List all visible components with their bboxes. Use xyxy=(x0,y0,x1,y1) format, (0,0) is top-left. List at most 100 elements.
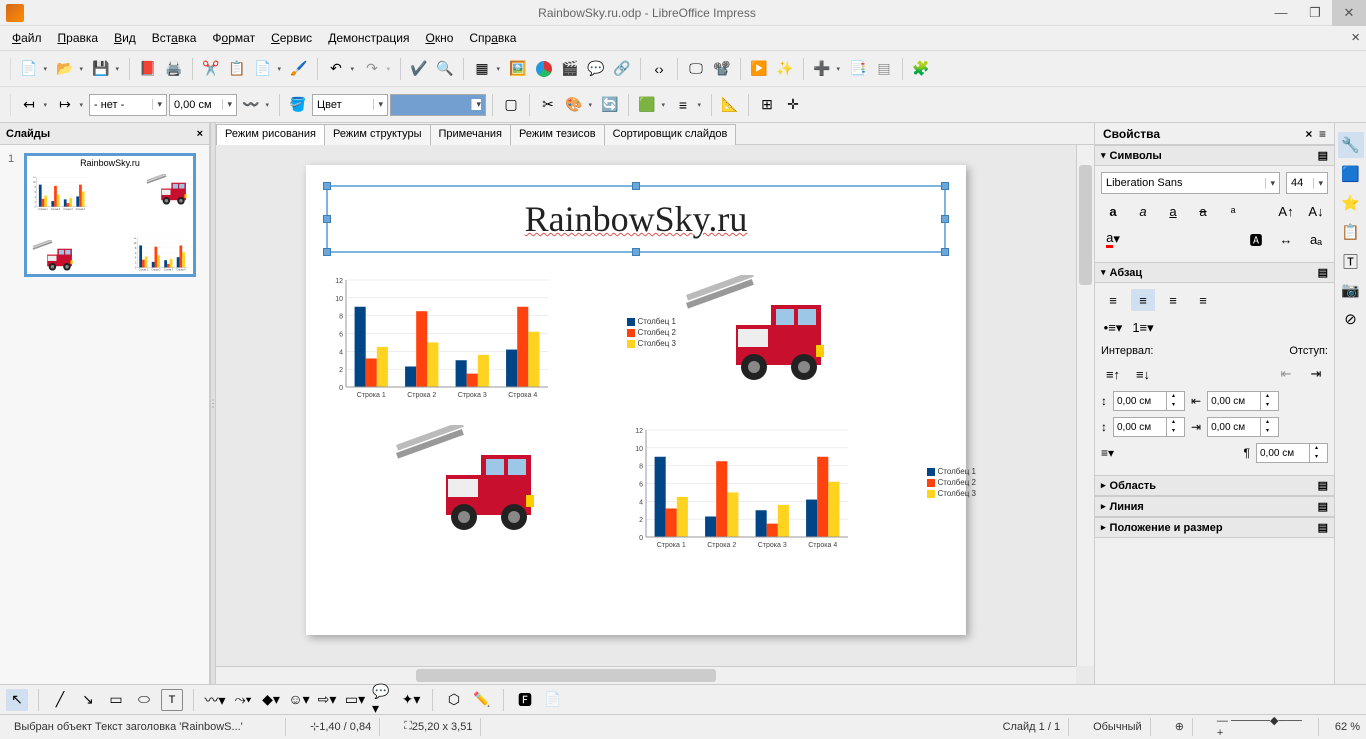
slideshow-button[interactable]: 📽️ xyxy=(710,57,734,81)
maximize-button[interactable]: ❐ xyxy=(1298,0,1332,26)
tab-notes[interactable]: Примечания xyxy=(430,124,512,145)
numbering-button[interactable]: 1≡▾ xyxy=(1131,317,1155,339)
copy-button[interactable]: 📋 xyxy=(225,57,249,81)
image-object[interactable] xyxy=(386,425,546,535)
image-button[interactable]: 🖼️ xyxy=(506,57,530,81)
menu-file[interactable]: Файл xyxy=(4,28,50,48)
zoom-fit-button[interactable]: ⊕ xyxy=(1167,718,1193,736)
media-button[interactable]: 🎬 xyxy=(558,57,582,81)
basic-shapes-tool[interactable]: ◆▾ xyxy=(260,689,282,711)
section-line[interactable]: ▸Линия▤ xyxy=(1095,496,1334,517)
glue-tool[interactable]: ✏️ xyxy=(471,689,493,711)
grow-font-button[interactable]: A↑ xyxy=(1274,200,1298,222)
section-area[interactable]: ▸Область▤ xyxy=(1095,475,1334,496)
text-tool[interactable]: T xyxy=(161,689,183,711)
slides-panel-close[interactable]: × xyxy=(197,128,203,140)
section-pos-size[interactable]: ▸Положение и размер▤ xyxy=(1095,517,1334,538)
undo-button[interactable]: ↶▾ xyxy=(324,57,348,81)
arrow-tool[interactable]: ↘ xyxy=(77,689,99,711)
fill-bucket-button[interactable]: 🪣 xyxy=(286,93,310,117)
fill-color-select[interactable]: ▾ xyxy=(390,94,486,116)
title-placeholder[interactable]: RainbowSky.ru xyxy=(326,185,946,253)
align-left-button[interactable]: ≡ xyxy=(1101,289,1125,311)
tab-handout[interactable]: Режим тезисов xyxy=(510,124,605,145)
comment-button[interactable]: 💬 xyxy=(584,57,608,81)
shrink-font-button[interactable]: A↓ xyxy=(1304,200,1328,222)
chart-button[interactable] xyxy=(532,57,556,81)
menu-help[interactable]: Справка xyxy=(461,28,524,48)
indent-left-input[interactable]: ▴▾ xyxy=(1207,391,1279,411)
sidebar-gallery-icon[interactable]: ⭐ xyxy=(1338,190,1364,216)
space-below-input[interactable]: ▴▾ xyxy=(1113,417,1185,437)
tab-sorter[interactable]: Сортировщик слайдов xyxy=(604,124,737,145)
arrange-button[interactable]: 🟩▾ xyxy=(635,93,659,117)
crop-button[interactable]: ✂ xyxy=(536,93,560,117)
menu-tools[interactable]: Сервис xyxy=(263,28,320,48)
shadow-button[interactable]: ▢ xyxy=(499,93,523,117)
new-slide-button[interactable]: ➕▾ xyxy=(810,57,834,81)
menu-slideshow[interactable]: Демонстрация xyxy=(320,28,417,48)
line-color-button[interactable]: 〰️▾ xyxy=(239,93,263,117)
dec-indent-button[interactable]: ⇤ xyxy=(1274,363,1298,385)
arrow-shapes-tool[interactable]: ⇨▾ xyxy=(316,689,338,711)
sidebar-styles-icon[interactable]: ⊘ xyxy=(1338,306,1364,332)
ellipse-tool[interactable]: ⬭ xyxy=(133,689,155,711)
zoom-value[interactable]: 62 % xyxy=(1335,721,1360,733)
arrow-end-button[interactable]: ↦▾ xyxy=(53,93,77,117)
font-name-select[interactable]: Liberation Sans▾ xyxy=(1101,172,1280,194)
fontwork-tool[interactable]: 🅵 xyxy=(514,689,536,711)
dup-slide-button[interactable]: 📑 xyxy=(846,57,870,81)
animation-button[interactable]: ✨ xyxy=(773,57,797,81)
line-tool[interactable]: ╱ xyxy=(49,689,71,711)
highlight-button[interactable]: 🅰 xyxy=(1244,228,1268,250)
italic-button[interactable]: a xyxy=(1131,200,1155,222)
font-size-select[interactable]: 44▾ xyxy=(1286,172,1328,194)
grid-button[interactable]: ⊞ xyxy=(755,93,779,117)
super-sub-button[interactable]: aₐ xyxy=(1304,228,1328,250)
sidebar-transition-icon[interactable]: 📷 xyxy=(1338,277,1364,303)
shadow-text-button[interactable]: ᵃ xyxy=(1221,200,1245,222)
inc-spacing-button[interactable]: ≡↑ xyxy=(1101,363,1125,385)
menu-window[interactable]: Окно xyxy=(417,28,461,48)
space-above-input[interactable]: ▴▾ xyxy=(1113,391,1185,411)
inc-indent-button[interactable]: ⇥ xyxy=(1304,363,1328,385)
align-justify-button[interactable]: ≡ xyxy=(1191,289,1215,311)
close-button[interactable]: ✕ xyxy=(1332,0,1366,26)
current-slide-button[interactable]: 🖵 xyxy=(684,57,708,81)
vertical-scrollbar[interactable] xyxy=(1076,145,1094,666)
fill-type-select[interactable]: Цвет▾ xyxy=(312,94,388,116)
section-paragraph[interactable]: ▾Абзац▤ xyxy=(1095,262,1334,283)
flowchart-tool[interactable]: ▭▾ xyxy=(344,689,366,711)
indent-right-input[interactable]: ▴▾ xyxy=(1207,417,1279,437)
line-style-select[interactable]: - нет -▾ xyxy=(89,94,167,116)
pdf-button[interactable]: 📕 xyxy=(136,57,160,81)
select-tool[interactable]: ↖ xyxy=(6,689,28,711)
bullets-button[interactable]: •≡▾ xyxy=(1101,317,1125,339)
align-button[interactable]: ≡▾ xyxy=(671,93,695,117)
align-right-button[interactable]: ≡ xyxy=(1161,289,1185,311)
star-tool[interactable]: ✦▾ xyxy=(400,689,422,711)
callout-tool[interactable]: 💬▾ xyxy=(372,689,394,711)
curve-tool[interactable]: 〰▾ xyxy=(204,689,226,711)
horizontal-scrollbar[interactable] xyxy=(216,666,1076,684)
special-char-button[interactable]: ‹› xyxy=(647,57,671,81)
font-color-button[interactable]: a▾ xyxy=(1101,228,1125,250)
extension-button[interactable]: 🧩 xyxy=(909,57,933,81)
connector-tool[interactable]: ⤳▾ xyxy=(232,689,254,711)
rect-tool[interactable]: ▭ xyxy=(105,689,127,711)
slide-thumbnail[interactable]: RainbowSky.ru 024681012Строка 1Строка 2С… xyxy=(24,153,196,277)
distribute-button[interactable]: 📐 xyxy=(718,93,742,117)
slide-canvas[interactable]: RainbowSky.ru 024681012Строка 1Строка 2С… xyxy=(216,145,1076,666)
filter-button[interactable]: 🎨▾ xyxy=(562,93,586,117)
properties-close[interactable]: × ≡ xyxy=(1305,127,1326,141)
align-center-button[interactable]: ≡ xyxy=(1131,289,1155,311)
menu-view[interactable]: Вид xyxy=(106,28,144,48)
tab-outline[interactable]: Режим структуры xyxy=(324,124,431,145)
new-button[interactable]: 📄▾ xyxy=(17,57,41,81)
format-paint-button[interactable]: 🖌️ xyxy=(287,57,311,81)
spellcheck-button[interactable]: ✔️ xyxy=(407,57,431,81)
minimize-button[interactable]: — xyxy=(1264,0,1298,26)
redo-button[interactable]: ↷▾ xyxy=(360,57,384,81)
dec-spacing-button[interactable]: ≡↓ xyxy=(1131,363,1155,385)
print-button[interactable]: 🖨️ xyxy=(162,57,186,81)
